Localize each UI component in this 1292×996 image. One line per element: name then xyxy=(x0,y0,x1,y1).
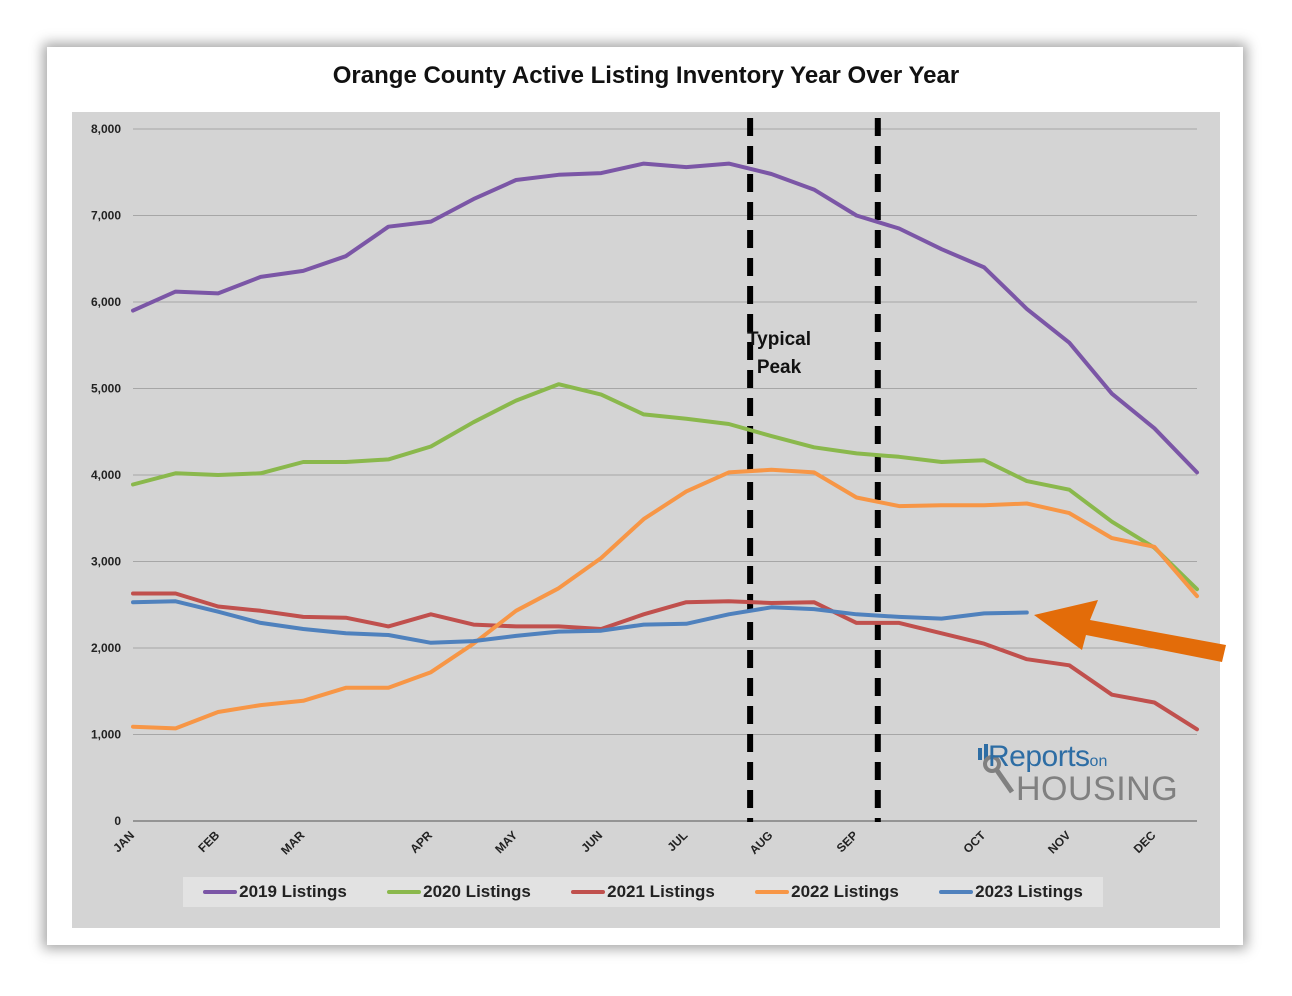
logo-mark-icon xyxy=(978,744,1015,794)
y-tick-label: 5,000 xyxy=(91,382,121,396)
y-tick-label: 7,000 xyxy=(91,209,121,223)
series-line-2021-listings xyxy=(131,591,1199,732)
legend-item: 2020 Listings xyxy=(387,882,531,902)
legend-item: 2021 Listings xyxy=(571,882,715,902)
y-tick-label: 6,000 xyxy=(91,295,121,309)
y-tick-label: 4,000 xyxy=(91,468,121,482)
legend-label: 2022 Listings xyxy=(791,882,899,901)
legend-label: 2019 Listings xyxy=(239,882,347,901)
series-line-2020-listings xyxy=(131,382,1199,592)
logo-word-on: on xyxy=(1089,753,1108,770)
peak-annotation: Typical Peak xyxy=(747,329,811,378)
logo-word-reports: Reports xyxy=(988,740,1090,773)
peak-label-line1: Typical xyxy=(747,329,811,350)
legend-swatch xyxy=(939,890,974,894)
logo-line1: Reportson xyxy=(988,740,1107,774)
y-tick-label: 8,000 xyxy=(91,122,121,136)
series-line-2023-listings xyxy=(131,599,1029,645)
chart-title: Orange County Active Listing Inventory Y… xyxy=(332,62,960,89)
legend-label: 2023 Listings xyxy=(975,882,1083,901)
gridlines xyxy=(133,128,1197,822)
y-axis: 0 1,000 2,000 3,000 4,000 5,000 6,000 7,000 8,00… xyxy=(91,122,121,828)
y-tick-label: 2,000 xyxy=(91,641,121,655)
orange-arrow-icon xyxy=(1034,600,1226,662)
legend-swatch xyxy=(203,890,238,894)
legend-item: 2019 Listings xyxy=(203,882,347,902)
legend-label: 2020 Listings xyxy=(423,882,531,901)
legend-swatch xyxy=(571,890,606,894)
peak-label-line2: Peak xyxy=(757,357,802,378)
series-line-2022-listings xyxy=(131,467,1199,731)
series-line-2019-listings xyxy=(131,161,1199,475)
y-tick-label: 0 xyxy=(114,814,121,828)
legend-label: 2021 Listings xyxy=(607,882,715,901)
legend-swatch xyxy=(755,890,790,894)
reports-on-housing-logo: Reportson HOUSING xyxy=(978,740,1188,810)
plot-area xyxy=(72,112,1220,928)
y-tick-label: 1,000 xyxy=(91,728,121,742)
logo-line2: HOUSING xyxy=(1016,770,1179,808)
legend-item: 2023 Listings xyxy=(939,882,1083,902)
legend-item: 2022 Listings xyxy=(755,882,899,902)
legend-swatch xyxy=(387,890,422,894)
legend: 2019 Listings 2020 Listings 2021 Listing… xyxy=(183,877,1103,907)
series-lines xyxy=(131,161,1199,732)
y-tick-label: 3,000 xyxy=(91,555,121,569)
